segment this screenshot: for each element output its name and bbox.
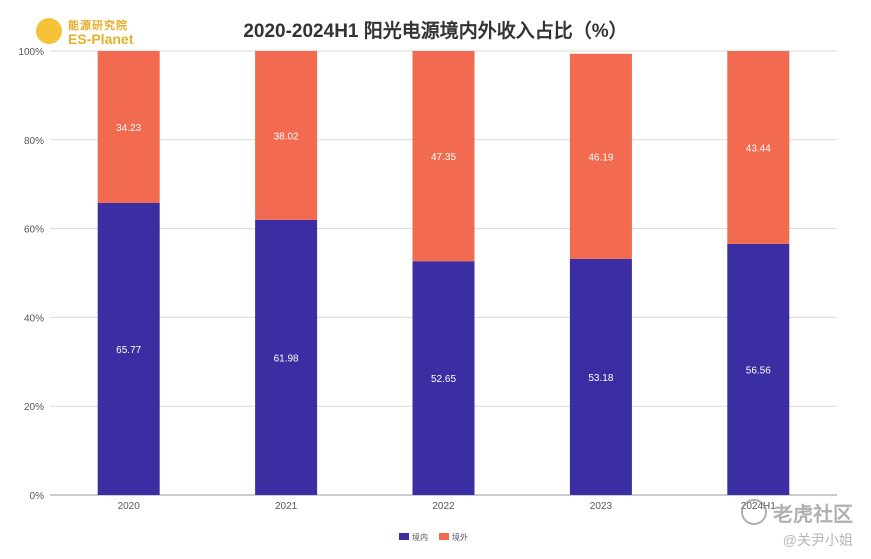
legend-label-domestic: 境内 [412, 532, 428, 542]
x-tick-label: 2022 [432, 501, 455, 512]
y-tick-label: 20% [24, 402, 44, 413]
chart-title: 2020-2024H1 阳光电源境内外收入占比（%） [243, 21, 628, 42]
logo-text-cn: 能源研究院 [68, 20, 128, 32]
watermark-main-text: 老虎社区 [773, 504, 853, 526]
legend-label-overseas: 境外 [452, 532, 468, 542]
data-label: 56.56 [746, 365, 771, 376]
bar-overseas [255, 51, 318, 220]
tiger-paw-icon [741, 499, 767, 525]
bar-overseas [412, 51, 475, 262]
data-label: 43.44 [746, 143, 771, 154]
bar-overseas [569, 53, 632, 259]
data-label: 53.18 [588, 373, 613, 384]
bar-domestic [727, 243, 790, 495]
x-tick-label: 2020 [118, 501, 141, 512]
y-tick-label: 80% [24, 136, 44, 147]
x-tick-label: 2021 [275, 501, 298, 512]
y-tick-label: 60% [24, 225, 44, 236]
data-label: 38.02 [274, 131, 299, 142]
sun-logo-icon [36, 18, 62, 44]
bar-domestic [412, 261, 475, 495]
logo-text-en: ES-Planet [68, 31, 134, 47]
data-label: 65.77 [116, 345, 141, 356]
legend-swatch-domestic [399, 533, 409, 540]
y-tick-label: 0% [30, 491, 45, 502]
legend-swatch-overseas [439, 533, 449, 540]
bar-domestic [255, 219, 318, 495]
data-label: 47.35 [431, 152, 456, 163]
bar-domestic [569, 258, 632, 495]
x-tick-label: 2023 [590, 501, 613, 512]
watermark-main: 老虎社区 [741, 498, 853, 527]
data-label: 46.19 [588, 152, 613, 163]
data-label: 52.65 [431, 374, 456, 385]
watermark-sub: @关尹小姐 [782, 532, 853, 548]
brand-logo: 能源研究院 ES-Planet [36, 14, 146, 48]
bar-overseas [97, 51, 160, 203]
y-tick-label: 40% [24, 313, 44, 324]
bar-overseas [727, 51, 790, 244]
y-tick-label: 100% [18, 47, 44, 58]
data-label: 34.23 [116, 123, 141, 134]
bar-domestic [97, 202, 160, 495]
data-label: 61.98 [274, 353, 299, 364]
